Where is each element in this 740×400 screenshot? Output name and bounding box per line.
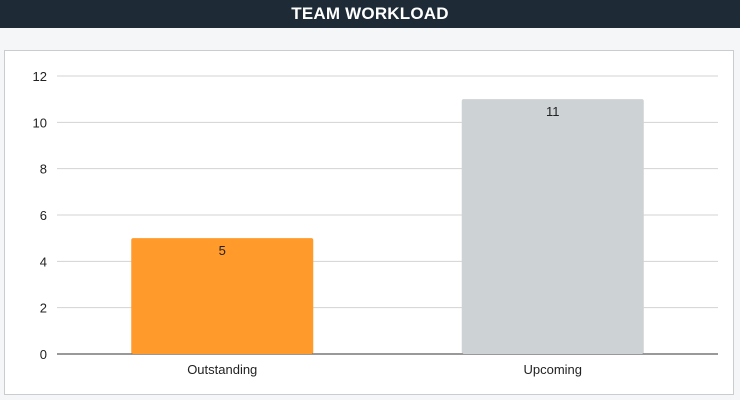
y-tick-label: 2 [40, 301, 47, 316]
x-tick-label: Outstanding [187, 362, 257, 377]
bar-chart: 0 2 4 6 8 10 12 5 Outstanding 11 Upcoming [33, 69, 718, 377]
y-tick-label: 12 [33, 69, 47, 84]
y-tick-label: 0 [40, 347, 47, 362]
data-label: 11 [546, 104, 560, 119]
y-tick-label: 6 [40, 208, 47, 223]
bar [461, 99, 644, 354]
chart-title: TEAM WORKLOAD [0, 0, 740, 28]
chart-panel: 0 2 4 6 8 10 12 5 Outstanding 11 Upcoming [4, 50, 734, 395]
y-tick-label: 10 [33, 115, 47, 130]
y-tick-label: 4 [40, 254, 47, 269]
data-label: 5 [219, 243, 226, 258]
y-tick-label: 8 [40, 162, 47, 177]
bar [131, 238, 314, 354]
x-tick-label: Upcoming [523, 362, 582, 377]
